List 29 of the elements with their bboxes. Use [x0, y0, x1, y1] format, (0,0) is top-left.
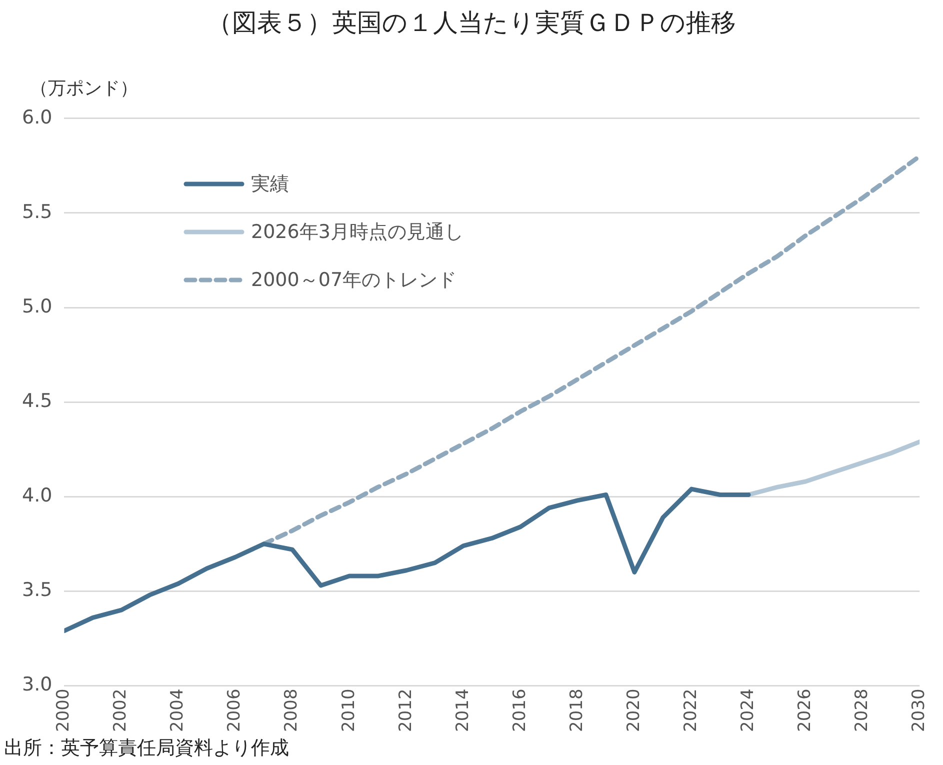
x-tick-label: 2014: [452, 688, 473, 732]
x-tick-label: 2026: [794, 688, 815, 732]
legend-label: 実績: [251, 172, 289, 197]
x-tick-label: 2000: [54, 688, 74, 732]
legend-label: 2000～07年のトレンド: [251, 268, 457, 293]
x-tick-label: 2030: [909, 688, 930, 732]
y-tick-label: 3.5: [22, 579, 52, 602]
x-tick-label: 2024: [738, 688, 758, 732]
x-tick-label: 2016: [510, 688, 530, 732]
x-tick-label: 2004: [168, 688, 188, 732]
legend-label: 2026年3月時点の見通し: [251, 220, 464, 245]
y-tick-label: 6.0: [22, 106, 52, 128]
x-tick-label: 2022: [680, 688, 701, 732]
chart-title: （図表５）英国の１人当たり実質ＧＤＰの推移: [206, 7, 737, 39]
x-tick-label: 2008: [282, 688, 302, 732]
x-tick-label: 2028: [852, 688, 872, 732]
x-tick-label: 2010: [338, 688, 359, 732]
x-tick-label: 2002: [110, 688, 131, 732]
y-tick-label: 4.5: [22, 390, 52, 412]
x-tick-label: 2006: [224, 688, 245, 732]
y-tick-label: 5.5: [22, 200, 52, 223]
x-tick-label: 2020: [624, 688, 644, 732]
y-tick-label: 4.0: [22, 484, 52, 507]
y-axis-title: （万ポンド）: [30, 77, 138, 100]
text: 出所：英予算責任局資料より作成: [4, 736, 289, 761]
y-tick-label: 5.0: [22, 295, 52, 318]
x-tick-label: 2018: [566, 688, 587, 732]
y-tick-label: 3.0: [22, 674, 52, 696]
x-tick-label: 2012: [396, 688, 416, 732]
